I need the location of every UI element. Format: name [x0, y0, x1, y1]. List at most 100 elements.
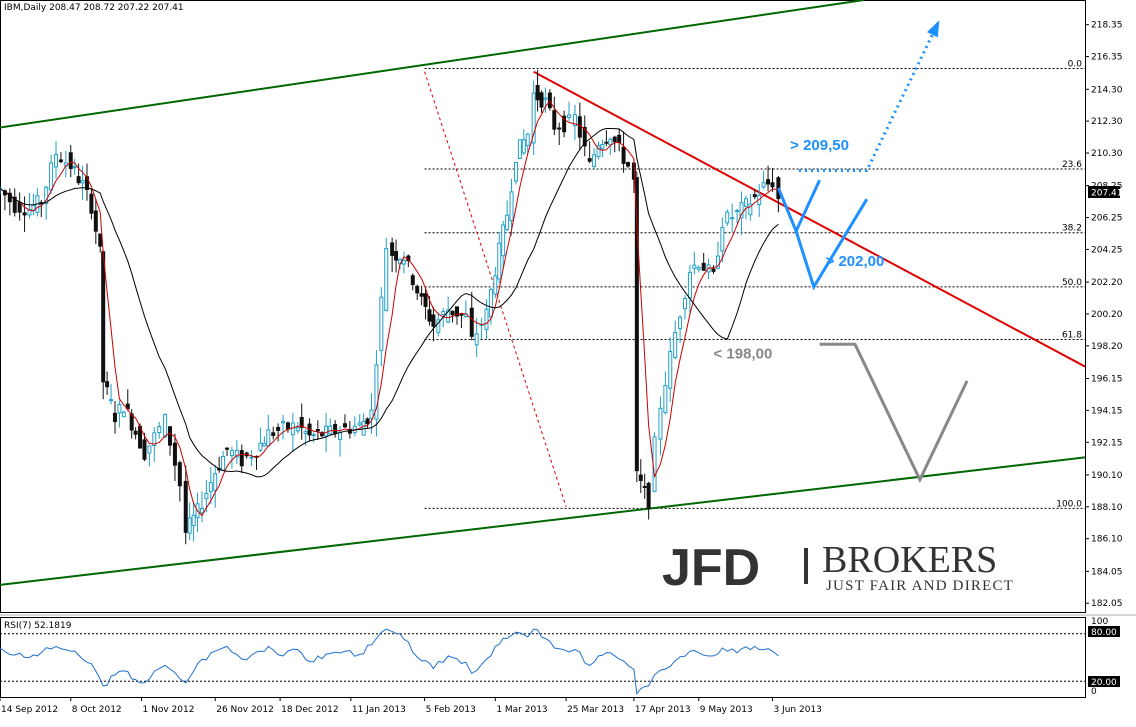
resistance-trendline — [533, 70, 1085, 368]
price-axis-label: 182.05 — [1091, 599, 1123, 609]
candle-body — [229, 450, 234, 456]
time-axis[interactable]: 14 Sep 2012 8 Oct 2012 1 Nov 2012 26 Nov 20… — [0, 697, 822, 715]
candle-body — [105, 381, 110, 388]
candle-body — [415, 285, 420, 294]
candle-body — [204, 492, 209, 500]
candle-body — [390, 242, 395, 256]
candle-body — [668, 350, 673, 389]
candle-body — [101, 251, 106, 383]
price-axis-label: 204.25 — [1091, 245, 1123, 255]
candle-body — [617, 134, 622, 144]
candle-body — [49, 162, 54, 191]
candle-body — [539, 92, 544, 108]
lower-channel — [0, 456, 1085, 586]
candle-body — [604, 141, 609, 144]
logo-main: JFD — [662, 539, 760, 597]
candle-body — [311, 434, 316, 437]
candle-body — [642, 485, 647, 488]
candle-body — [234, 449, 239, 458]
candle-body — [80, 180, 85, 184]
candle-body — [441, 310, 446, 315]
candle-body — [431, 314, 436, 327]
candle-body — [582, 126, 587, 147]
candle-body — [84, 176, 89, 190]
candle-body — [221, 455, 226, 471]
price-annotation: > 209,50 — [790, 137, 849, 154]
candle-body — [315, 428, 320, 432]
time-axis-label: 18 Dec 2012 — [281, 705, 339, 715]
candle-body — [621, 146, 626, 164]
candle-body — [730, 217, 735, 220]
fast-moving-average — [0, 100, 779, 517]
target-arrowhead — [926, 20, 940, 38]
candle-body — [262, 442, 267, 447]
candle-body — [44, 186, 49, 205]
price-axis-label: 192.15 — [1091, 438, 1123, 448]
candle-body — [338, 431, 343, 440]
rsi-axis-max: 100 — [1091, 617, 1108, 627]
candle-body — [324, 425, 329, 437]
candle-body — [592, 154, 597, 167]
fib-level-label: 23.6 — [1062, 160, 1082, 170]
candle-body — [369, 409, 374, 419]
breakout-target-path — [799, 23, 939, 172]
candle-body — [72, 166, 77, 169]
candle-body — [163, 414, 168, 438]
fib-level-label: 38.2 — [1062, 224, 1082, 234]
candle-body — [567, 114, 572, 118]
rsi-panel-frame — [0, 617, 1086, 698]
price-axis-label: 202.20 — [1091, 278, 1123, 288]
candle-body — [199, 507, 204, 514]
candle-body — [673, 332, 678, 359]
candle-body — [557, 127, 562, 130]
chart-header: IBM,Daily 208.47 208.72 207.22 207.41 — [4, 3, 184, 13]
candle-body — [501, 224, 506, 257]
candle-body — [436, 319, 441, 334]
price-axis-label: 216.35 — [1091, 53, 1123, 63]
candle-body — [22, 212, 27, 216]
price-axis-label: 186.10 — [1091, 535, 1123, 545]
price-axis-label: 214.30 — [1091, 85, 1123, 95]
time-axis-label: 8 Oct 2012 — [72, 705, 122, 715]
candle-body — [147, 445, 152, 454]
candle-body — [117, 404, 122, 414]
fib-level-label: 50.0 — [1062, 278, 1082, 288]
logo-tagline: JUST FAIR AND DIRECT — [826, 578, 1014, 594]
candle-body — [497, 242, 502, 280]
candle-body — [683, 298, 688, 310]
rsi-level-80-tag — [1088, 626, 1120, 637]
candle-body — [469, 307, 474, 337]
candle-body — [543, 97, 548, 100]
candle-body — [587, 158, 592, 162]
candle-body — [98, 233, 103, 247]
candle-body — [89, 193, 94, 214]
candle-body — [735, 209, 740, 212]
candle-body — [191, 514, 196, 526]
candle-body — [239, 450, 244, 467]
candle-body — [600, 143, 605, 150]
price-panel-frame — [0, 0, 1086, 613]
price-axis[interactable]: 218.35216.35214.30212.30210.30208.25206.… — [1085, 21, 1123, 610]
price-axis-label: 188.10 — [1091, 503, 1123, 513]
candle-body — [715, 255, 720, 269]
candle-body — [357, 422, 362, 426]
rsi-layer — [0, 628, 1085, 696]
candle-body — [384, 247, 389, 311]
candle-body — [626, 162, 631, 167]
candle-body — [54, 154, 59, 168]
candle-body — [258, 442, 263, 451]
bear-target-path — [819, 342, 969, 484]
slow-moving-average — [0, 128, 779, 478]
time-axis-label: 1 Mar 2013 — [496, 705, 547, 715]
candle-body — [177, 462, 182, 487]
candle-body — [225, 447, 230, 450]
candle-body — [612, 136, 617, 143]
candle-body — [328, 425, 333, 435]
candle-body — [446, 309, 451, 323]
candle-body — [374, 364, 379, 420]
candle-body — [646, 482, 651, 509]
candle-body — [739, 202, 744, 219]
